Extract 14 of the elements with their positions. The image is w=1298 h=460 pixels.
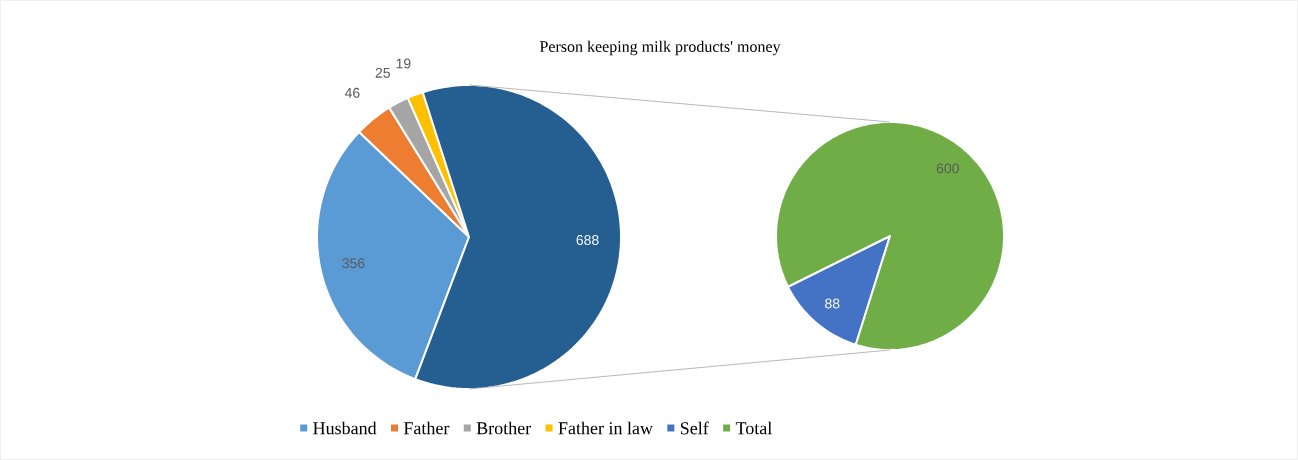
data-label: 25	[375, 67, 390, 78]
legend-label: Husband	[313, 421, 377, 435]
data-label: 356	[342, 258, 365, 269]
legend-label: Self	[680, 421, 709, 435]
data-label: 688	[576, 235, 599, 246]
legend-label: Father in law	[558, 421, 653, 435]
data-label: 19	[396, 58, 411, 69]
data-label: 46	[344, 87, 360, 98]
legend-label: Total	[735, 421, 772, 435]
chart-title: Person keeping milk products' money	[539, 40, 781, 56]
legend-label: Father	[403, 421, 450, 435]
legend-label: Brother	[476, 421, 532, 435]
data-label: 600	[936, 163, 959, 174]
data-label: 88	[825, 298, 840, 309]
